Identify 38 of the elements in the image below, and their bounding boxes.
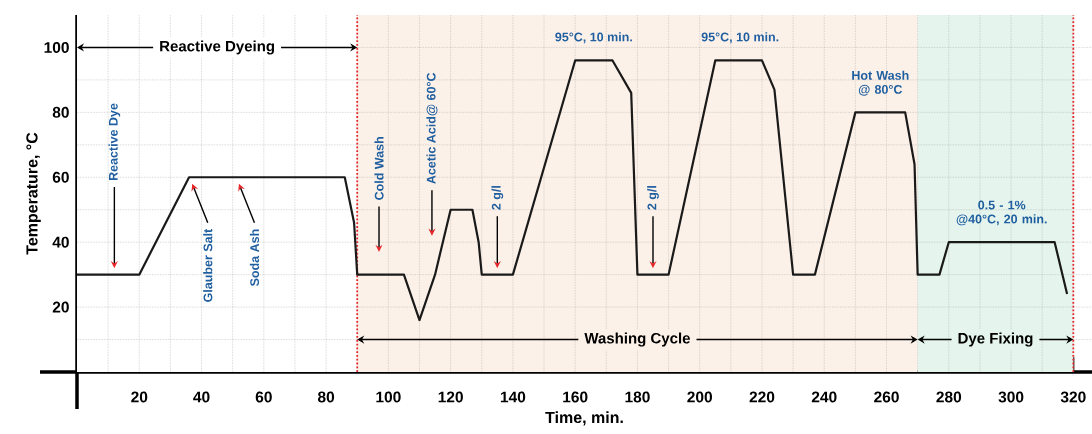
y-axis-title: Temperature, °C bbox=[26, 132, 41, 255]
y-tick-label: 40 bbox=[52, 236, 69, 248]
annotation: 95°C, 10 min. bbox=[555, 32, 632, 44]
annotation: 2 g/l bbox=[491, 186, 504, 210]
x-tick-label: 80 bbox=[317, 391, 335, 403]
band-label: Reactive Dyeing bbox=[160, 40, 275, 55]
annotation: Reactive Dye bbox=[108, 103, 121, 181]
x-tick-label: 200 bbox=[687, 391, 712, 403]
annotation: Soda Ash bbox=[249, 229, 260, 287]
x-tick-label: 120 bbox=[438, 391, 463, 403]
x-tick-label: 140 bbox=[500, 391, 526, 403]
annotation: Cold Wash bbox=[374, 137, 384, 200]
y-tick-label: 20 bbox=[52, 301, 69, 313]
y-tick-label: 100 bbox=[44, 41, 69, 53]
x-tick-label: 60 bbox=[255, 391, 272, 403]
x-tick-label: 40 bbox=[193, 391, 210, 403]
band-label: Washing Cycle bbox=[584, 332, 690, 347]
x-tick-label: 300 bbox=[998, 391, 1024, 403]
annotation: Hot Wash @ 80°C bbox=[852, 70, 909, 96]
annotation: 0.5 - 1% @40°C, 20 min. bbox=[956, 200, 1047, 226]
annotation: Glauber Salt bbox=[203, 228, 213, 302]
band-label: Dye Fixing bbox=[958, 332, 1033, 347]
x-tick-label: 180 bbox=[625, 391, 650, 403]
y-tick-label: 80 bbox=[52, 106, 69, 118]
annotation: Acetic Acid@ 60°C bbox=[426, 72, 438, 184]
x-tick-label: 320 bbox=[1060, 391, 1086, 403]
x-tick-label: 220 bbox=[749, 391, 775, 403]
x-tick-label: 240 bbox=[811, 391, 837, 403]
x-tick-label: 160 bbox=[563, 391, 588, 403]
x-axis-title: Time, min. bbox=[545, 411, 623, 426]
x-tick-label: 280 bbox=[936, 391, 962, 403]
line-series bbox=[75, 59, 1069, 322]
x-tick-label: 100 bbox=[376, 391, 401, 403]
annotation: 2 g/l bbox=[647, 186, 659, 210]
y-tick-label: 60 bbox=[52, 171, 69, 183]
x-tick-label: 20 bbox=[131, 391, 148, 403]
x-tick-label: 260 bbox=[874, 391, 899, 403]
annotation: 95°C, 10 min. bbox=[701, 32, 779, 44]
